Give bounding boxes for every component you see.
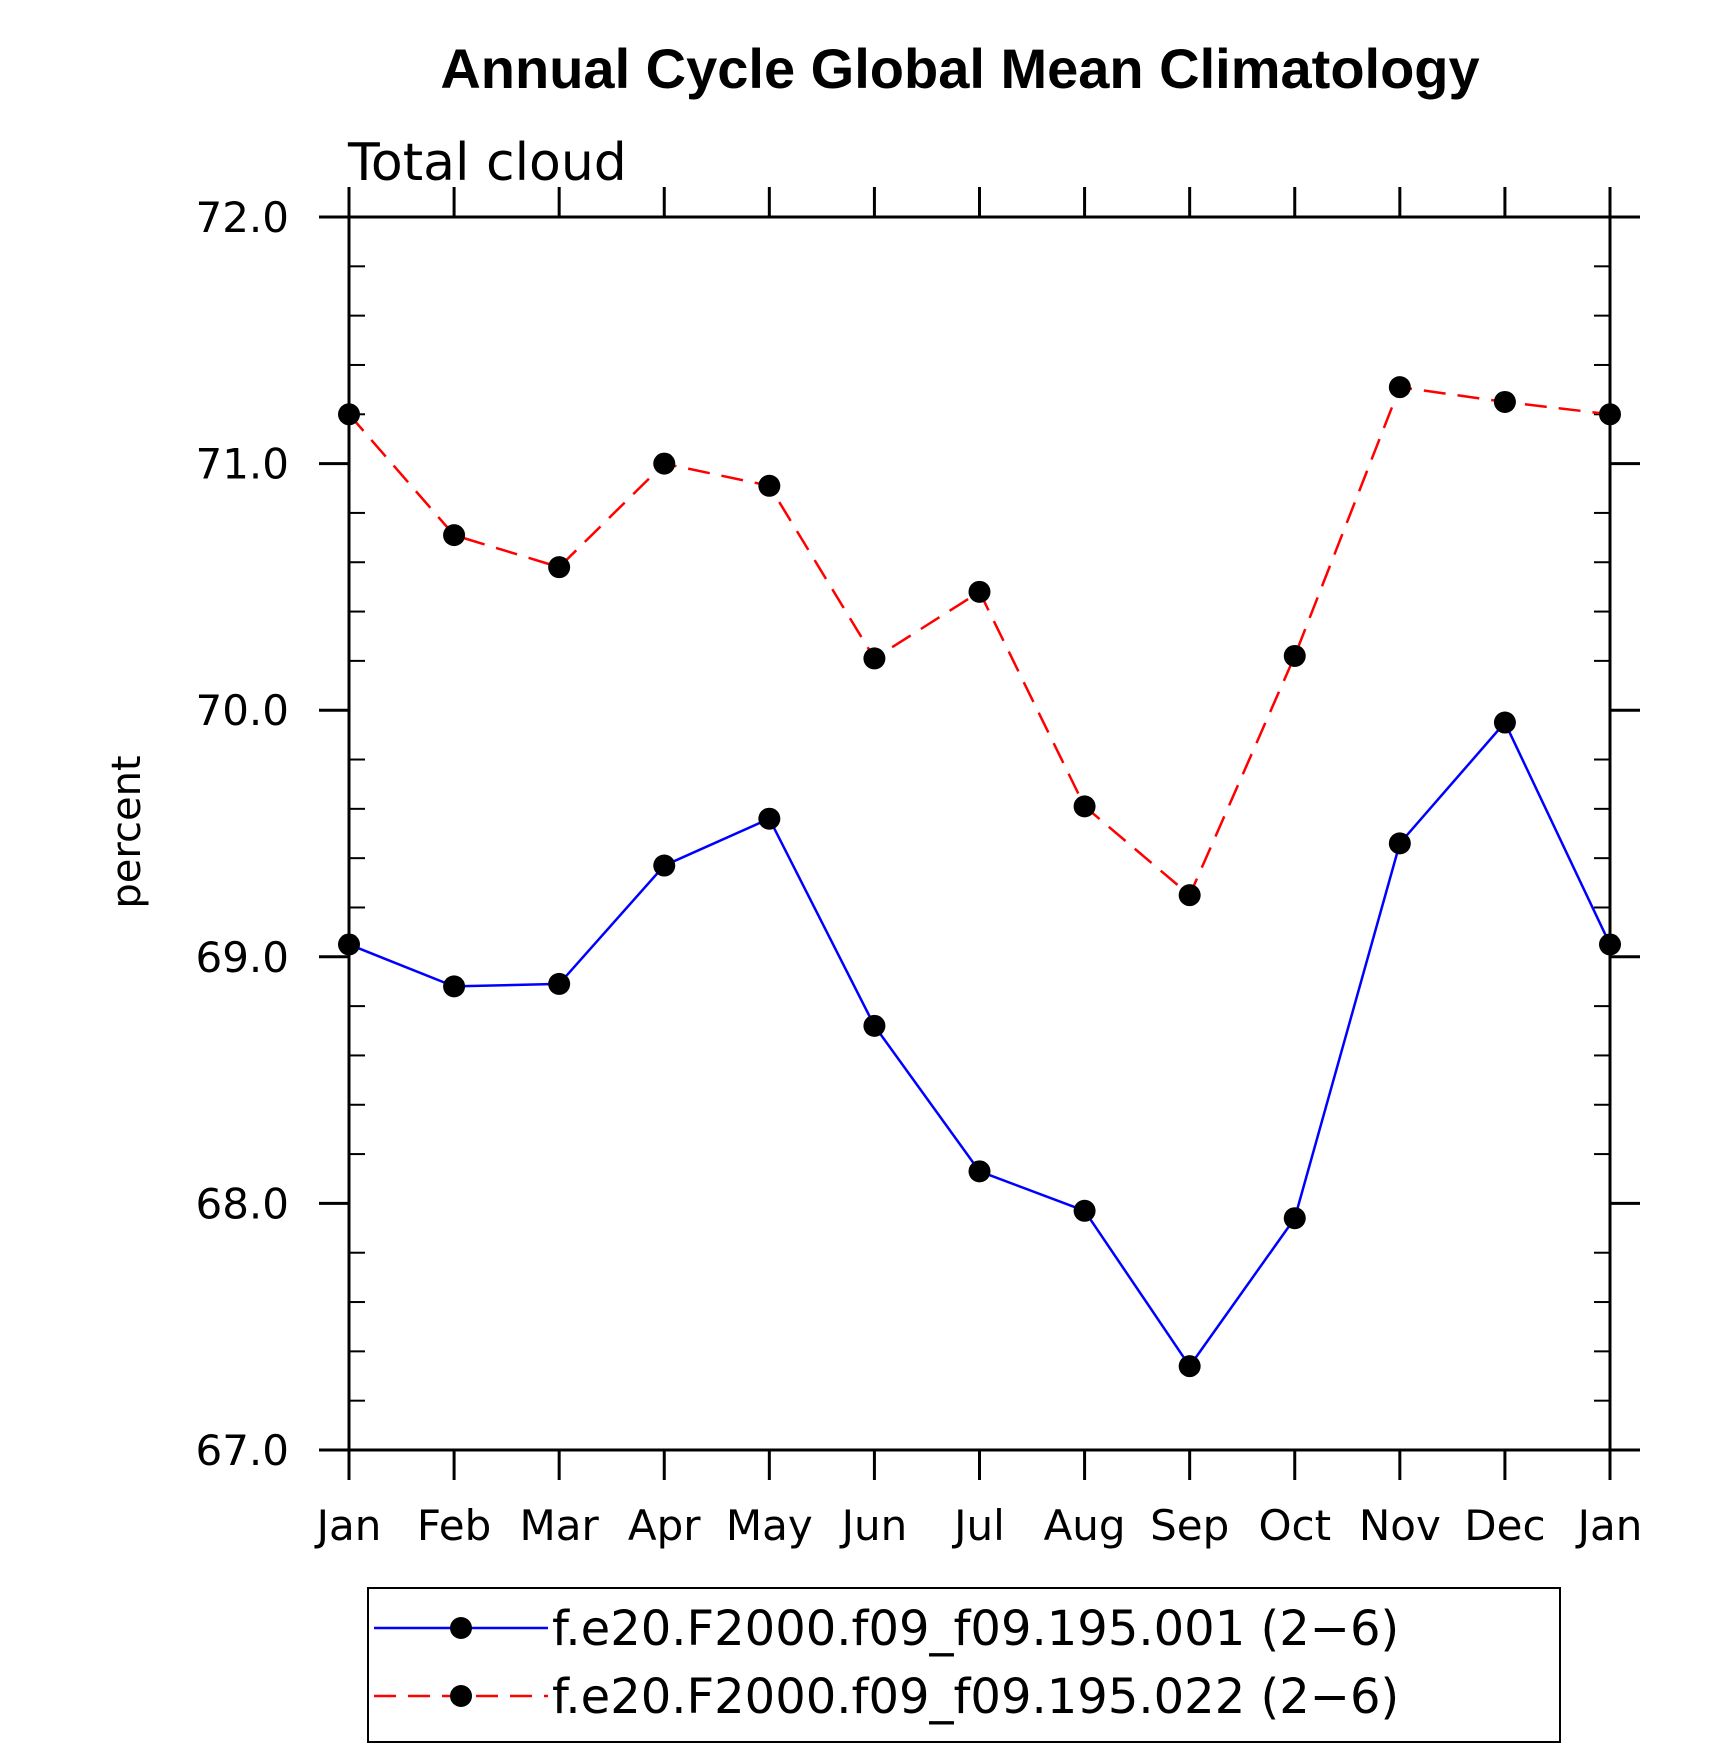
series-2-point [1283, 644, 1306, 667]
series-line-1 [348, 720, 1612, 1369]
series-2-point [1178, 884, 1201, 907]
series-1-point [968, 1160, 991, 1183]
y-tick-label: 70.0 [195, 686, 289, 735]
x-tick-label: Oct [1258, 1501, 1331, 1550]
series-1-point [1073, 1199, 1096, 1222]
x-tick-label: Apr [628, 1501, 701, 1550]
x-tick-label: Jan [314, 1501, 382, 1550]
x-tick-label: Feb [417, 1501, 491, 1550]
legend-label-2: f.e20.F2000.f09_f09.195.022 (2−6) [552, 1669, 1399, 1725]
series-1-point [1493, 711, 1516, 734]
x-tick-label: Dec [1464, 1501, 1545, 1550]
series-2-point [1073, 795, 1096, 818]
series-1-point [443, 975, 466, 998]
series-1-point [1283, 1207, 1306, 1230]
series-1-point [653, 854, 676, 877]
series-2-point [1599, 403, 1621, 426]
legend-marker-1 [450, 1617, 472, 1639]
legend: f.e20.F2000.f09_f09.195.001 (2−6) f.e20.F… [367, 1587, 1561, 1743]
series-2-point [653, 452, 676, 475]
x-tick-label: Sep [1150, 1501, 1229, 1550]
chart-subtitle: Total cloud [347, 133, 627, 193]
x-tick-label: Jun [839, 1501, 908, 1550]
y-tick-label: 67.0 [195, 1426, 289, 1475]
series-1-point [1178, 1355, 1201, 1378]
series-1-point [863, 1014, 886, 1037]
series-1-point [758, 807, 781, 830]
x-tick-label: Aug [1044, 1501, 1126, 1550]
series-2-point [338, 403, 360, 426]
legend-marker-2 [450, 1685, 472, 1707]
x-tick-label: Jul [951, 1501, 1005, 1550]
plot-frame [347, 215, 1612, 1452]
series-1-point [338, 933, 360, 956]
y-tick-label: 71.0 [195, 440, 289, 489]
legend-label-1: f.e20.F2000.f09_f09.195.001 (2−6) [552, 1601, 1399, 1657]
series-1-point [1599, 933, 1621, 956]
series-1-point [1388, 832, 1411, 855]
chart-title: Annual Cycle Global Mean Climatology [440, 37, 1479, 100]
series-2-point [548, 556, 571, 579]
series-2-point [443, 524, 466, 547]
x-tick-label: May [726, 1501, 813, 1550]
y-axis-label: percent [104, 755, 150, 908]
legend-box [367, 1587, 1561, 1743]
series-2-point [863, 647, 886, 670]
y-tick-label: 68.0 [195, 1179, 289, 1228]
x-tick-label: Nov [1359, 1501, 1441, 1550]
x-tick-label: Mar [520, 1501, 600, 1550]
x-tick-label: Jan [1575, 1501, 1643, 1550]
y-tick-label: 72.0 [195, 193, 289, 242]
series-2-point [968, 580, 991, 603]
series-2-point [1493, 390, 1516, 413]
series-2-point [758, 474, 781, 497]
series-2-point [1388, 376, 1411, 399]
series-1-point [548, 972, 571, 995]
plot-series [338, 376, 1621, 1378]
y-tick-label: 69.0 [195, 933, 289, 982]
plot-axes: Jan Feb Mar Apr May Jun Jul Aug Sep Oct Nov Dec Jan 6… [195, 187, 1642, 1550]
